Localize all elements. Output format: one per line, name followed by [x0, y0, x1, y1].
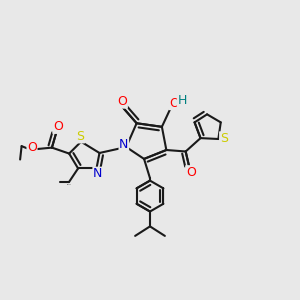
Text: O: O: [169, 97, 179, 110]
Text: O: O: [186, 166, 196, 179]
Text: O: O: [27, 141, 37, 154]
Text: S: S: [76, 130, 85, 143]
Text: N: N: [119, 138, 128, 151]
Text: S: S: [220, 132, 228, 145]
Text: O: O: [117, 95, 127, 108]
Text: N: N: [93, 167, 102, 180]
Text: H: H: [177, 94, 187, 106]
Text: methyl: methyl: [67, 184, 72, 185]
Text: O: O: [53, 120, 63, 133]
